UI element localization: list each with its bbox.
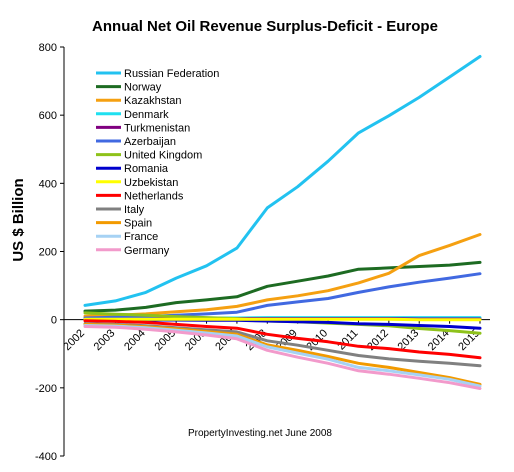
legend-label: Kazakhstan	[124, 95, 181, 107]
legend-label: Denmark	[124, 109, 169, 121]
legend-label: Azerbaijan	[124, 136, 176, 148]
legend-label: Russian Federation	[124, 68, 219, 80]
x-tick-label: 2011	[335, 327, 360, 352]
legend-label: Uzbekistan	[124, 177, 178, 189]
x-tick-label: 2003	[92, 327, 118, 353]
y-tick-label: -400	[35, 451, 57, 463]
y-tick-label: 400	[39, 178, 57, 190]
series-line	[85, 274, 480, 318]
legend-label: Romania	[124, 163, 169, 175]
x-tick-label: 2004	[122, 327, 148, 353]
y-tick-label: 0	[51, 315, 57, 327]
y-tick-label: 200	[39, 247, 57, 259]
y-axis-label: US $ Billion	[10, 178, 27, 261]
y-tick-label: 600	[39, 110, 57, 122]
chart-title: Annual Net Oil Revenue Surplus-Deficit -…	[92, 18, 438, 35]
y-tick-label: -200	[35, 383, 57, 395]
legend-label: Netherlands	[124, 190, 184, 202]
legend-label: Italy	[124, 204, 145, 216]
legend-label: France	[124, 231, 158, 243]
legend-label: Norway	[124, 82, 162, 94]
legend-label: Turkmenistan	[124, 122, 190, 134]
chart-source-note: PropertyInvesting.net June 2008	[188, 428, 332, 439]
x-tick-label: 2002	[61, 327, 87, 353]
legend-label: Germany	[124, 245, 170, 257]
legend-label: Spain	[124, 218, 152, 230]
y-tick-label: 800	[39, 42, 57, 54]
legend-label: United Kingdom	[124, 150, 202, 162]
